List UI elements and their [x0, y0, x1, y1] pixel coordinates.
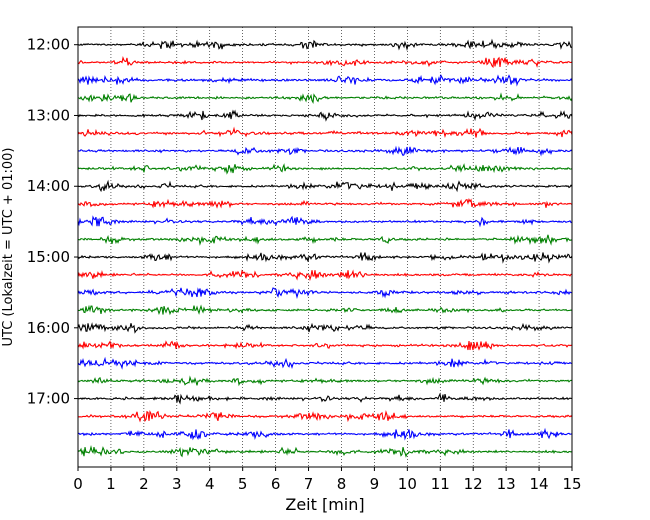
- x-tick-label: 0: [73, 475, 83, 493]
- x-tick-label: 5: [238, 475, 248, 493]
- y-axis-ticks: 12:00 13:00 14:00 15:00 16:00 17:00: [27, 36, 78, 408]
- trace-1600: [77, 322, 573, 334]
- x-tick-label: 13: [497, 475, 516, 493]
- trace-1500: [77, 252, 573, 264]
- y-tick-label: 17:00: [27, 390, 70, 408]
- plot-frame: [77, 26, 573, 468]
- trace-1515: [77, 269, 573, 282]
- trace-1530: [77, 287, 573, 299]
- trace-1545: [77, 304, 573, 316]
- trace-1745: [77, 445, 573, 458]
- trace-1345: [77, 163, 573, 175]
- x-tick-label: 10: [398, 475, 417, 493]
- trace-1645: [77, 375, 573, 387]
- trace-1415: [77, 198, 573, 209]
- trace-1230: [77, 73, 573, 87]
- y-tick-label: 16:00: [27, 319, 70, 337]
- x-tick-label: 12: [464, 475, 483, 493]
- trace-1215: [77, 56, 573, 69]
- trace-1730: [77, 427, 573, 441]
- x-tick-label: 7: [304, 475, 314, 493]
- x-tick-label: 4: [205, 475, 215, 493]
- vertical-grid: [110, 27, 540, 467]
- y-tick-label: 14:00: [27, 177, 70, 195]
- y-axis-label: UTC (Lokalzeit = UTC + 01:00): [1, 148, 16, 347]
- trace-1400: [77, 179, 573, 193]
- x-axis-ticks: 0 1 2 3 4 5 6 7 8 9 10 11 12 13 14 15: [73, 467, 582, 493]
- trace-1445: [77, 234, 573, 246]
- y-tick-label: 13:00: [27, 106, 70, 124]
- x-tick-label: 11: [431, 475, 450, 493]
- seismic-traces: [77, 38, 573, 458]
- trace-1200: [77, 38, 573, 52]
- x-tick-label: 8: [337, 475, 347, 493]
- x-tick-label: 1: [106, 475, 116, 493]
- x-tick-label: 9: [370, 475, 380, 493]
- trace-1630: [77, 356, 573, 370]
- trace-1715: [77, 409, 573, 423]
- x-tick-label: 3: [172, 475, 182, 493]
- x-tick-label: 6: [271, 475, 281, 493]
- trace-1300: [77, 109, 573, 122]
- y-tick-label: 12:00: [27, 36, 70, 54]
- trace-1245: [77, 92, 573, 104]
- trace-1700: [77, 392, 573, 405]
- x-axis-label: Zeit [min]: [285, 495, 364, 514]
- x-tick-label: 14: [530, 475, 549, 493]
- trace-1315: [77, 126, 573, 138]
- y-tick-label: 15:00: [27, 248, 70, 266]
- trace-1430: [77, 215, 573, 228]
- trace-1330: [77, 145, 573, 157]
- x-tick-label: 15: [562, 475, 581, 493]
- trace-1615: [77, 340, 573, 351]
- x-tick-label: 2: [139, 475, 149, 493]
